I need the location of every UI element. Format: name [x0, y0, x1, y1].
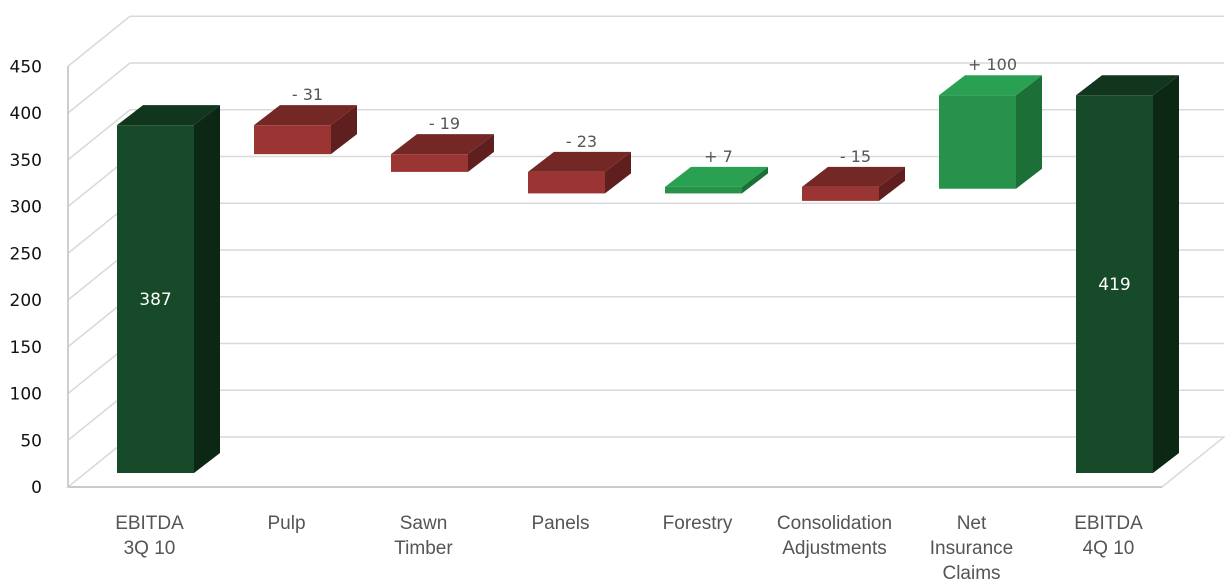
x-tick-label: Pulp [267, 513, 305, 534]
x-tick-label: Forestry [663, 513, 733, 534]
bar-3 [391, 134, 494, 172]
bar-side-face [1153, 75, 1179, 474]
x-tick-label: Panels [531, 513, 589, 534]
floor-plane [65, 436, 1225, 488]
bar-change-label: + 100 [968, 55, 1017, 74]
gridline-side [67, 15, 131, 67]
bar-side-face [605, 151, 631, 194]
bar-front-face [391, 154, 468, 172]
bar-8 [1076, 75, 1179, 474]
y-tick-label: 300 [10, 198, 42, 218]
bar-change-label: + 7 [704, 147, 733, 166]
bar-side-face [468, 134, 494, 172]
x-tick-label: Consolidation Adjustments [777, 513, 892, 559]
bar-2 [254, 105, 357, 155]
bar-front-face [802, 186, 879, 201]
x-tick-label: EBITDA 4Q 10 [1074, 513, 1143, 559]
bar-side-face [742, 166, 768, 194]
bar-top-face [528, 151, 631, 172]
bar-5 [665, 166, 768, 194]
gridline-side [67, 62, 131, 114]
bar-7 [939, 75, 1042, 189]
bar-change-label: - 31 [292, 85, 323, 104]
bar-side-face [879, 166, 905, 201]
y-tick-label: 100 [10, 385, 42, 405]
bar-side-face [331, 105, 357, 155]
y-tick-label: 450 [10, 57, 42, 77]
x-tick-label: Sawn Timber [394, 513, 453, 559]
y-tick-label: 50 [20, 431, 42, 451]
bar-side-face [194, 105, 220, 473]
bar-top-face [802, 166, 905, 187]
bar-side-face [1016, 75, 1042, 189]
x-tick-labels: EBITDA 3Q 10 Pulp Sawn Timber Panels Forestry C… [115, 513, 1143, 584]
data-labels: 387 - 31 - 19 - 23 + 7 - 15 + 100 419 [139, 55, 1130, 310]
chart-floor [65, 436, 1225, 488]
y-tick-label: 250 [10, 244, 42, 264]
bar-top-face [1076, 75, 1179, 96]
bars [117, 75, 1179, 474]
bar-front-face [665, 186, 742, 194]
bar-top-face [939, 75, 1042, 96]
bar-front-face [528, 171, 605, 194]
y-tick-label: 350 [10, 151, 42, 171]
y-tick-label: 150 [10, 338, 42, 358]
bar-change-label: - 23 [566, 132, 597, 151]
bar-change-label: - 15 [840, 147, 871, 166]
bar-value-label: 419 [1098, 275, 1130, 295]
y-tick-label: 0 [31, 478, 42, 498]
bar-top-face [117, 105, 220, 126]
bar-front-face [254, 125, 331, 155]
bar-value-label: 387 [139, 290, 171, 310]
bar-front-face [939, 95, 1016, 189]
gridlines [67, 15, 1224, 441]
bar-top-face [391, 134, 494, 155]
bar-1 [117, 105, 220, 473]
bar-top-face [665, 166, 768, 187]
bar-top-face [254, 105, 357, 126]
bar-front-face [1076, 95, 1153, 474]
bar-front-face [117, 125, 194, 473]
y-tick-label: 200 [10, 291, 42, 311]
x-tick-label: Net Insurance Claims [930, 513, 1013, 584]
gridline-side [67, 109, 131, 161]
axes: 0 50 100 150 200 250 300 350 400 450 [10, 57, 1162, 498]
bar-change-label: - 19 [429, 114, 460, 133]
bar-6 [802, 166, 905, 201]
y-tick-label: 400 [10, 104, 42, 124]
bar-4 [528, 151, 631, 194]
x-tick-label: EBITDA 3Q 10 [115, 513, 184, 559]
